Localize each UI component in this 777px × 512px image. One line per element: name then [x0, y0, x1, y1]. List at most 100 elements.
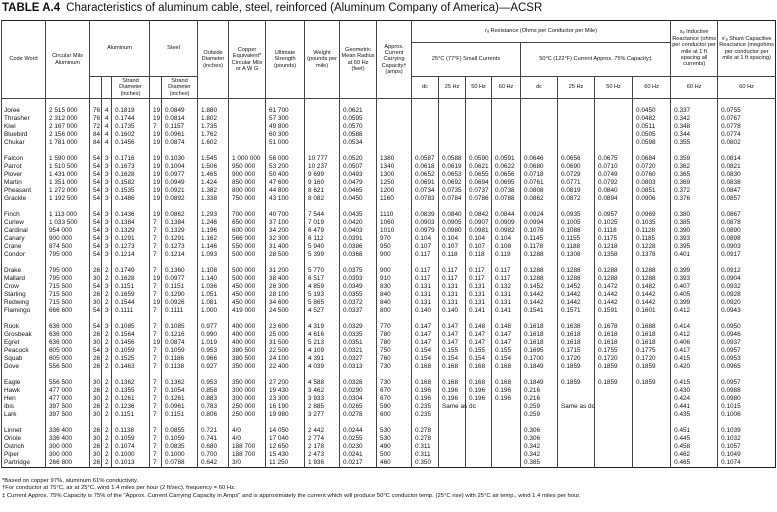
table-cell: 0.1236	[110, 403, 150, 412]
table-cell: 0.1138	[110, 419, 150, 436]
table-cell: 0.0692	[438, 179, 466, 188]
table-cell: 1.880	[197, 98, 229, 116]
code-word: Lark	[1, 411, 46, 420]
table-cell	[438, 419, 466, 436]
table-cell: 0.1288	[557, 259, 595, 276]
table-cell: 2 774	[304, 435, 340, 444]
table-cell: 3	[101, 283, 112, 292]
table-cell: 4 527	[304, 307, 340, 316]
table-cell	[520, 98, 558, 116]
table-cell: 0.0372	[339, 299, 377, 308]
table-cell: 0.0771	[557, 179, 595, 188]
table-cell: 0.1849	[520, 363, 558, 372]
table-cell: 0.0840	[594, 187, 633, 196]
table-cell: 0.0844	[491, 203, 521, 220]
table-cell	[557, 443, 595, 452]
table-cell: 1060	[376, 219, 412, 228]
table-cell: 795 000	[45, 251, 90, 260]
table-cell: 3	[101, 147, 112, 164]
table-cell: 0.1288	[520, 251, 558, 260]
code-word: Hawk	[1, 387, 46, 396]
header-cell: 50°C (122°F) Current Approx. 75% Capacit…	[520, 42, 671, 77]
table-cell: 0.435	[670, 411, 718, 420]
table-cell: 0.1035	[632, 219, 671, 228]
table-cell: 0.0906	[632, 195, 671, 204]
table-cell: 19	[149, 275, 162, 284]
table-cell: 0.0994	[520, 219, 558, 228]
table-cell: 30	[89, 275, 102, 284]
table-cell: 19	[149, 131, 162, 140]
table-cell: 0.104	[411, 235, 439, 244]
table-cell: 636 000	[45, 315, 90, 332]
table-cell: 530	[376, 435, 412, 444]
table-cell: 1 000 000	[228, 147, 266, 164]
header-cell: Copper Equivalent* Circular Mils or A W …	[228, 20, 266, 100]
table-cell: 7 019	[304, 219, 340, 228]
table-cell: 0.390	[670, 227, 718, 236]
table-cell	[632, 411, 671, 420]
table-cell: 0.1486	[110, 195, 150, 204]
table-cell: 0.406	[670, 339, 718, 348]
table-cell: 7	[149, 459, 162, 468]
table-cell: 0.0890	[717, 227, 776, 236]
table-cell: 0.168	[411, 371, 439, 388]
table-cell: 1.000	[197, 307, 229, 316]
table-cell: 0.0656	[491, 171, 521, 180]
footnotes: *Based on copper 97%, aluminum 61% condu…	[2, 478, 774, 500]
table-cell: 54	[89, 179, 102, 188]
table-cell: 0.117	[411, 275, 439, 284]
table-cell: 0.1004	[161, 163, 198, 172]
table-row: Parrot 1 510 500 54 3 0.1673 19 0.1004 1.506 950…	[1, 163, 776, 172]
table-cell: 7	[149, 371, 162, 388]
table-cell	[228, 123, 266, 132]
table-cell: 2	[101, 275, 112, 284]
table-cell: 7	[149, 219, 162, 228]
table-cell: 27 200	[265, 371, 305, 388]
table-cell: 0.131	[491, 299, 521, 308]
table-cell	[594, 403, 633, 412]
table-cell: 0.1564	[110, 331, 150, 340]
table-cell: 4	[101, 139, 112, 148]
table-cell: 10 777	[304, 147, 340, 164]
table-cell: 2	[101, 387, 112, 396]
table-cell: 0.1525	[110, 355, 150, 364]
table-cell: 0.953	[197, 347, 229, 356]
table-cell: 1160	[376, 195, 412, 204]
table-cell: 0.1618	[594, 339, 633, 348]
table-cell: 1.545	[197, 147, 229, 164]
table-cell: 0.104	[438, 235, 466, 244]
table-cell: 5 193	[304, 291, 340, 300]
header-cell: Circular Mils Aluminum	[45, 20, 90, 100]
header-cell: Steel	[149, 20, 198, 77]
table-cell: 4 039	[304, 363, 340, 372]
table-row: Canary 900 000 54 3 0.1291 7 0.1291 1.162 566 00…	[1, 235, 776, 244]
table-cell: 556 500	[45, 371, 90, 388]
table-cell: 49 800	[265, 123, 305, 132]
table-cell	[465, 139, 492, 148]
table-cell: 7 544	[304, 203, 340, 220]
table-cell: 0.0903	[411, 219, 439, 228]
table-cell: 30	[89, 411, 102, 420]
table-cell	[438, 115, 466, 124]
table-cell	[438, 98, 466, 116]
code-word: Starling	[1, 291, 46, 300]
table-cell: 19	[149, 171, 162, 180]
table-cell: 0.259	[520, 411, 558, 420]
table-cell: 0.131	[438, 291, 466, 300]
table-cell: 0.1151	[110, 411, 150, 420]
table-cell	[411, 123, 439, 132]
table-label: TABLE A.4	[2, 2, 61, 14]
table-cell: 0.365	[670, 171, 718, 180]
table-cell	[376, 123, 412, 132]
table-cell: 450 000	[228, 299, 266, 308]
table-cell	[376, 98, 412, 116]
table-cell: 2	[101, 395, 112, 404]
table-cell	[465, 123, 492, 132]
table-cell	[228, 115, 266, 124]
table-cell: 0.1288	[632, 275, 671, 284]
table-cell: 0.104	[465, 235, 492, 244]
table-cell: 0.131	[491, 291, 521, 300]
table-cell: 0.118	[465, 251, 492, 260]
table-cell: 1.506	[197, 163, 229, 172]
table-cell: 795 000	[45, 275, 90, 284]
